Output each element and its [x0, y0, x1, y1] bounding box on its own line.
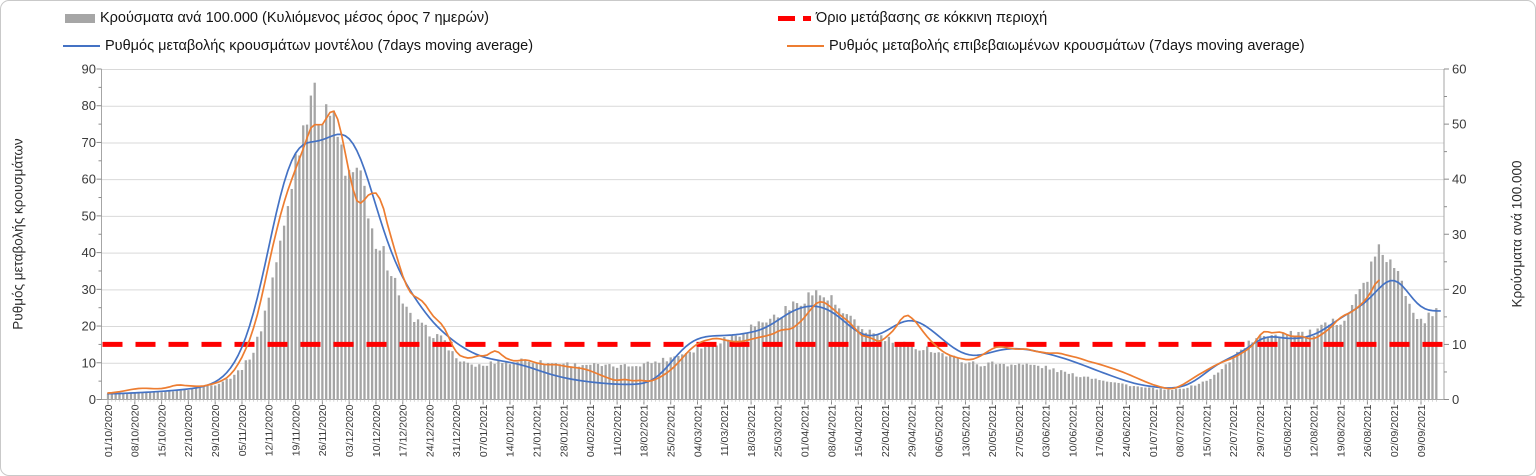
svg-text:10: 10 [82, 355, 96, 370]
svg-text:12/11/2020: 12/11/2020 [264, 404, 276, 456]
svg-text:12/08/2021: 12/08/2021 [1309, 404, 1321, 457]
svg-text:0: 0 [89, 392, 96, 407]
svg-text:13/05/2021: 13/05/2021 [960, 404, 972, 457]
svg-text:19/11/2020: 19/11/2020 [290, 404, 302, 456]
svg-text:03/12/2020: 03/12/2020 [344, 404, 356, 457]
svg-text:60: 60 [1452, 62, 1466, 77]
svg-text:40: 40 [1452, 172, 1466, 187]
svg-text:17/06/2021: 17/06/2021 [1094, 404, 1106, 457]
svg-text:25/03/2021: 25/03/2021 [773, 404, 785, 457]
svg-text:05/11/2020: 05/11/2020 [237, 404, 249, 456]
svg-text:22/10/2020: 22/10/2020 [183, 404, 195, 457]
svg-text:18/03/2021: 18/03/2021 [746, 404, 758, 457]
left-axis-tick-labels: 0 10 20 30 40 50 60 70 80 90 [82, 62, 96, 408]
bar-swatch-icon [65, 13, 95, 23]
right-axis-title: Κρούσματα ανά 100.000 [1509, 160, 1525, 308]
svg-text:20/05/2021: 20/05/2021 [987, 404, 999, 457]
legend-label-confirmed-line: Ρυθμός μεταβολής επιβεβαιωμένων κρουσμάτ… [829, 38, 1305, 54]
svg-text:10: 10 [1452, 337, 1466, 352]
svg-text:20: 20 [82, 319, 96, 334]
svg-text:30: 30 [1452, 227, 1466, 242]
svg-text:29/04/2021: 29/04/2021 [907, 404, 919, 457]
svg-text:02/09/2021: 02/09/2021 [1389, 404, 1401, 457]
svg-text:04/02/2021: 04/02/2021 [585, 404, 597, 457]
svg-text:50: 50 [82, 208, 96, 223]
svg-text:08/07/2021: 08/07/2021 [1175, 404, 1187, 457]
svg-text:31/12/2020: 31/12/2020 [451, 404, 463, 457]
legend-item-model-line: Ρυθμός μεταβολής κρουσμάτων μοντέλου (7d… [63, 38, 533, 54]
svg-text:24/06/2021: 24/06/2021 [1121, 404, 1133, 457]
legend-item-threshold: Όριο μετάβασης σε κόκκινη περιοχή [778, 10, 1047, 26]
svg-text:10/12/2020: 10/12/2020 [371, 404, 383, 457]
orange-line-swatch-icon [787, 45, 824, 47]
svg-text:0: 0 [1452, 392, 1459, 407]
svg-text:50: 50 [1452, 117, 1466, 132]
svg-text:28/01/2021: 28/01/2021 [558, 404, 570, 457]
svg-text:11/02/2021: 11/02/2021 [612, 404, 624, 456]
blue-line-swatch-icon [63, 45, 100, 47]
svg-text:70: 70 [82, 135, 96, 150]
svg-text:30: 30 [82, 282, 96, 297]
legend-label-threshold: Όριο μετάβασης σε κόκκινη περιοχή [816, 10, 1048, 26]
svg-text:60: 60 [82, 172, 96, 187]
svg-text:19/08/2021: 19/08/2021 [1335, 404, 1347, 457]
bars-series-cases-per-100k [106, 82, 1438, 400]
svg-text:06/05/2021: 06/05/2021 [934, 404, 946, 457]
daily-minor-ticks [107, 399, 1437, 402]
svg-text:27/05/2021: 27/05/2021 [1014, 404, 1026, 457]
svg-text:08/04/2021: 08/04/2021 [826, 404, 838, 457]
svg-text:01/10/2020: 01/10/2020 [103, 404, 115, 457]
svg-text:18/02/2021: 18/02/2021 [639, 404, 651, 457]
svg-text:21/01/2021: 21/01/2021 [532, 404, 544, 457]
svg-text:26/11/2020: 26/11/2020 [317, 404, 329, 456]
confirmed-rate-line [107, 110, 1380, 394]
svg-text:15/10/2020: 15/10/2020 [156, 404, 168, 457]
red-dash-swatch-icon [778, 15, 811, 21]
svg-text:25/02/2021: 25/02/2021 [666, 404, 678, 457]
legend-item-confirmed-line: Ρυθμός μεταβολής επιβεβαιωμένων κρουσμάτ… [787, 38, 1305, 54]
svg-text:09/09/2021: 09/09/2021 [1416, 404, 1428, 457]
svg-text:15/04/2021: 15/04/2021 [853, 404, 865, 457]
left-axis-title: Ρυθμός μεταβολής κρουσμάτων [10, 138, 26, 330]
svg-text:26/08/2021: 26/08/2021 [1362, 404, 1374, 457]
right-axis-tick-labels: 0 10 20 30 40 50 60 [1452, 62, 1466, 408]
svg-text:90: 90 [82, 62, 96, 77]
legend-item-cases-bars: Κρούσματα ανά 100.000 (Κυλιόμενος μέσος … [65, 10, 489, 26]
x-axis-tick-labels: 01/10/2020 08/10/2020 15/10/2020 22/10/2020… [103, 404, 1428, 457]
svg-text:05/08/2021: 05/08/2021 [1282, 404, 1294, 457]
svg-text:29/07/2021: 29/07/2021 [1255, 404, 1267, 457]
svg-text:22/07/2021: 22/07/2021 [1228, 404, 1240, 457]
svg-text:80: 80 [82, 98, 96, 113]
legend-label-model-line: Ρυθμός μεταβολής κρουσμάτων μοντέλου (7d… [105, 38, 534, 54]
svg-text:15/07/2021: 15/07/2021 [1201, 404, 1213, 457]
svg-text:22/04/2021: 22/04/2021 [880, 404, 892, 457]
svg-text:17/12/2020: 17/12/2020 [398, 404, 410, 457]
svg-text:24/12/2020: 24/12/2020 [424, 404, 436, 457]
svg-text:14/01/2021: 14/01/2021 [505, 404, 517, 457]
svg-text:20: 20 [1452, 282, 1466, 297]
legend-label-cases-bars: Κρούσματα ανά 100.000 (Κυλιόμενος μέσος … [100, 10, 490, 26]
svg-text:08/10/2020: 08/10/2020 [130, 404, 142, 457]
svg-text:07/01/2021: 07/01/2021 [478, 404, 490, 457]
svg-text:10/06/2021: 10/06/2021 [1068, 404, 1080, 457]
svg-text:01/07/2021: 01/07/2021 [1148, 404, 1160, 457]
svg-text:11/03/2021: 11/03/2021 [719, 404, 731, 456]
svg-text:01/04/2021: 01/04/2021 [800, 404, 812, 457]
svg-text:29/10/2020: 29/10/2020 [210, 404, 222, 457]
svg-text:03/06/2021: 03/06/2021 [1041, 404, 1053, 457]
svg-text:40: 40 [82, 245, 96, 260]
svg-text:04/03/2021: 04/03/2021 [692, 404, 704, 457]
